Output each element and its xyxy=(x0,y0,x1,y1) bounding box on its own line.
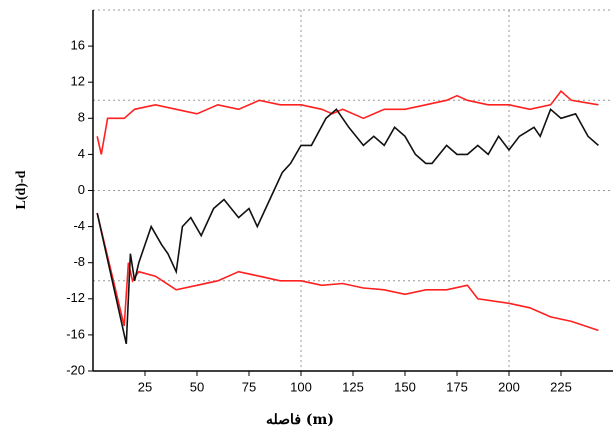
y-tick-label: -4 xyxy=(73,218,85,233)
line xyxy=(96,107,599,345)
x-tick-label: 225 xyxy=(550,379,572,394)
x-tick-label: 175 xyxy=(446,379,468,394)
x-tick-label: 25 xyxy=(138,379,152,394)
y-axis-label: L(d)-d xyxy=(14,170,29,209)
y-tick-label: 8 xyxy=(78,110,85,125)
x-tick-label: 150 xyxy=(394,379,416,394)
x-tick-label: 100 xyxy=(290,379,312,394)
x-tick-label: 125 xyxy=(342,379,364,394)
x-axis-label: فاصله (m) xyxy=(266,412,334,428)
line xyxy=(96,212,599,332)
y-tick-label: -20 xyxy=(66,362,85,377)
y-tick-label: 0 xyxy=(78,182,85,197)
x-tick-label: 75 xyxy=(242,379,256,394)
x-tick-label: 50 xyxy=(190,379,204,394)
y-tick-label: -16 xyxy=(66,326,85,341)
y-tick-label: 4 xyxy=(78,146,85,161)
y-tick-label: -8 xyxy=(73,254,85,269)
x-tick-label: 200 xyxy=(498,379,520,394)
y-tick-label: 12 xyxy=(71,74,85,89)
y-tick-label: 16 xyxy=(71,38,85,53)
y-tick-label: -12 xyxy=(66,290,85,305)
